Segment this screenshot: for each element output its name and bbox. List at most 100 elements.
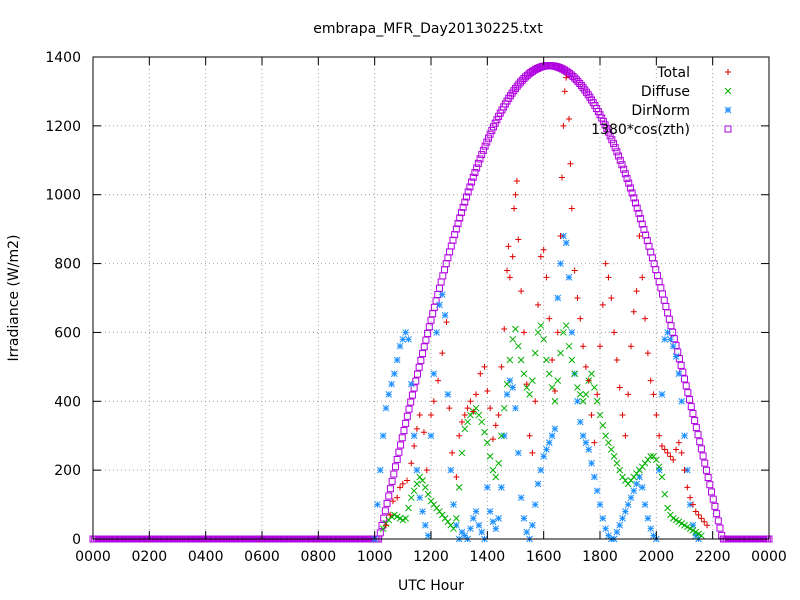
diffuse-point: [610, 453, 618, 460]
cos-zth-point: [706, 481, 714, 489]
total-point: [554, 329, 561, 336]
diffuse-point: [658, 473, 666, 481]
dirnorm-point: [562, 239, 570, 247]
dirnorm-point: [458, 528, 466, 536]
cos-zth-point: [681, 375, 688, 383]
cos-zth-point: [696, 438, 704, 446]
x-tick-label: 0000: [75, 549, 111, 565]
y-tick-label: 600: [54, 325, 81, 341]
dirnorm-point: [568, 329, 576, 336]
total-point: [498, 363, 505, 370]
y-tick-label: 800: [54, 257, 81, 273]
total-point: [558, 174, 565, 181]
total-point: [492, 422, 499, 429]
x-tick-label: 0400: [188, 549, 224, 565]
dirnorm-point: [585, 446, 593, 453]
total-point: [568, 205, 575, 212]
dirnorm-point: [574, 397, 581, 405]
y-axis-label: Irradiance (W/m2): [6, 235, 22, 362]
plot-frame: [92, 56, 770, 540]
total-point: [470, 408, 477, 415]
dirnorm-point: [469, 514, 477, 522]
diffuse-point: [529, 377, 536, 384]
total-point: [670, 456, 677, 463]
total-point: [464, 405, 471, 412]
total-point: [505, 243, 512, 250]
dirnorm-point: [503, 391, 511, 398]
cos-zth-point: [620, 165, 628, 173]
dirnorm-point: [534, 480, 542, 488]
cos-zth-point: [694, 431, 702, 439]
cos-zth-point: [630, 194, 638, 202]
dirnorm-point: [650, 532, 657, 539]
cos-zth-point: [677, 361, 685, 369]
total-point: [605, 274, 612, 281]
total-point: [622, 432, 629, 439]
total-point: [566, 115, 573, 122]
total-point: [591, 439, 598, 446]
x-tick-label: 1400: [470, 549, 506, 565]
cos-zth-point: [381, 507, 389, 515]
total-point: [588, 412, 595, 419]
total-point: [397, 484, 404, 491]
diffuse-point: [571, 370, 579, 378]
total-point: [387, 511, 394, 518]
total-point: [420, 429, 427, 436]
total-point: [543, 274, 550, 281]
dirnorm-point: [672, 353, 680, 360]
total-point: [647, 377, 654, 384]
cos-zth-point: [687, 403, 695, 411]
cos-zth-point: [419, 350, 427, 358]
diffuse-point: [574, 384, 581, 391]
total-point: [546, 315, 553, 322]
dirnorm-point: [664, 329, 671, 336]
x-tick-label: 0000: [751, 549, 787, 565]
cos-zth-point: [468, 178, 476, 186]
diffuse-point: [481, 428, 488, 436]
dirnorm-point: [551, 425, 559, 433]
cos-zth-point: [393, 455, 401, 463]
total-point: [408, 460, 415, 467]
dirnorm-point: [681, 432, 688, 440]
total-point: [513, 177, 520, 184]
dirnorm-point: [433, 329, 440, 336]
diffuse-point: [605, 439, 612, 446]
dirnorm-point: [582, 439, 590, 446]
diffuse-point: [509, 335, 517, 343]
cos-zth-point: [611, 144, 619, 152]
total-point: [477, 370, 484, 377]
dirnorm-point: [509, 384, 517, 391]
total-point: [630, 308, 637, 315]
diffuse-point: [568, 356, 576, 364]
dirnorm-point: [576, 418, 584, 426]
cos-zth-point: [461, 198, 469, 206]
total-point: [653, 412, 660, 419]
diffuse-point: [565, 342, 573, 350]
dirnorm-point: [407, 380, 415, 388]
cos-zth-point: [415, 363, 423, 371]
diffuse-point: [413, 480, 421, 488]
total-point: [656, 432, 663, 439]
diffuse-point: [588, 370, 595, 378]
total-point: [540, 246, 547, 253]
cos-zth-point: [714, 517, 722, 525]
y-tick-label: 1200: [45, 119, 81, 135]
diffuse-point: [520, 370, 528, 378]
diffuse-point: [602, 432, 609, 440]
cos-zth-point: [635, 209, 643, 217]
cos-zth-point: [462, 193, 470, 201]
total-point: [512, 191, 519, 198]
dirnorm-point: [636, 473, 643, 481]
diffuse-point: [503, 380, 511, 388]
total-point: [627, 343, 634, 350]
total-point: [520, 329, 527, 336]
cos-zth-point: [469, 173, 477, 181]
cos-zth-point: [686, 396, 694, 404]
diffuse-point: [545, 370, 553, 378]
diffuse-point: [506, 356, 514, 364]
total-point: [692, 508, 699, 515]
cos-zth-point: [604, 128, 612, 136]
cos-zth-point: [412, 377, 420, 385]
total-point: [561, 88, 568, 95]
